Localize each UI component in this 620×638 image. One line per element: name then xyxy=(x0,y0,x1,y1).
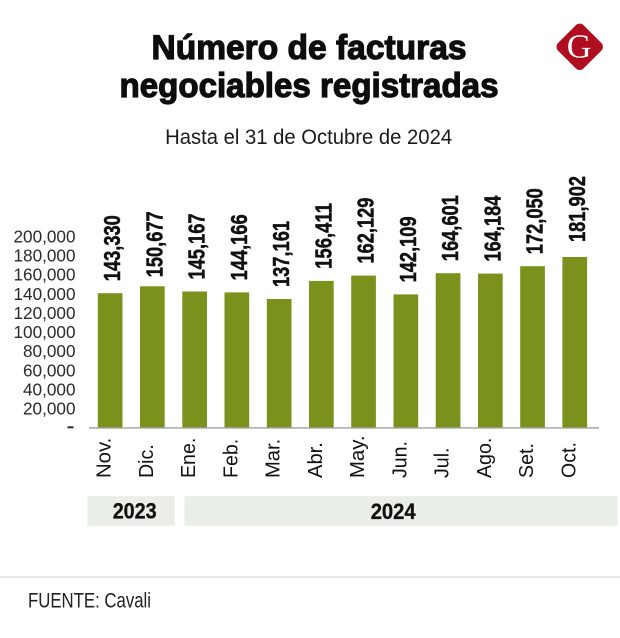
svg-text:Nov.: Nov. xyxy=(94,438,116,478)
svg-text:164,184: 164,184 xyxy=(479,195,505,261)
svg-text:Jun.: Jun. xyxy=(389,441,411,478)
svg-text:20,000: 20,000 xyxy=(23,399,76,419)
svg-text:180,000: 180,000 xyxy=(14,245,76,265)
svg-text:negociables registradas: negociables registradas xyxy=(120,67,499,105)
svg-text:160,000: 160,000 xyxy=(14,265,76,285)
svg-text:2023: 2023 xyxy=(113,499,157,524)
svg-text:Abr.: Abr. xyxy=(305,442,327,478)
svg-text:162,129: 162,129 xyxy=(353,198,379,264)
svg-text:145,167: 145,167 xyxy=(184,214,210,280)
svg-text:Número de facturas: Número de facturas xyxy=(152,29,467,67)
svg-text:Set.: Set. xyxy=(516,443,538,478)
svg-text:40,000: 40,000 xyxy=(23,380,76,400)
svg-text:142,109: 142,109 xyxy=(395,216,421,282)
svg-text:164,601: 164,601 xyxy=(437,195,463,261)
svg-text:2024: 2024 xyxy=(371,499,417,524)
svg-text:60,000: 60,000 xyxy=(23,360,76,380)
svg-text:143,330: 143,330 xyxy=(99,215,125,281)
svg-text:Dic.: Dic. xyxy=(136,444,158,478)
svg-text:FUENTE: Cavali: FUENTE: Cavali xyxy=(28,589,151,613)
svg-text:140,000: 140,000 xyxy=(14,284,76,304)
svg-text:172,050: 172,050 xyxy=(522,188,548,254)
svg-text:200,000: 200,000 xyxy=(14,226,76,246)
svg-text:120,000: 120,000 xyxy=(14,303,76,323)
svg-text:Ene.: Ene. xyxy=(178,438,200,478)
svg-text:Hasta el 31 de Octubre de 2024: Hasta el 31 de Octubre de 2024 xyxy=(165,125,452,149)
svg-text:100,000: 100,000 xyxy=(14,322,76,342)
svg-text:Ago.: Ago. xyxy=(474,438,496,478)
svg-text:80,000: 80,000 xyxy=(23,341,76,361)
svg-text:Mar.: Mar. xyxy=(263,439,285,478)
svg-text:May.: May. xyxy=(347,436,369,479)
svg-text:Oct.: Oct. xyxy=(558,442,580,478)
svg-text:Feb.: Feb. xyxy=(220,439,242,478)
svg-text:Jul.: Jul. xyxy=(432,448,454,479)
svg-text:144,166: 144,166 xyxy=(226,214,252,280)
svg-text:156,411: 156,411 xyxy=(310,203,336,269)
svg-text:150,677: 150,677 xyxy=(141,211,167,277)
svg-text:137,161: 137,161 xyxy=(268,221,294,287)
svg-text:181,902: 181,902 xyxy=(564,176,590,242)
svg-text:G: G xyxy=(567,29,592,66)
